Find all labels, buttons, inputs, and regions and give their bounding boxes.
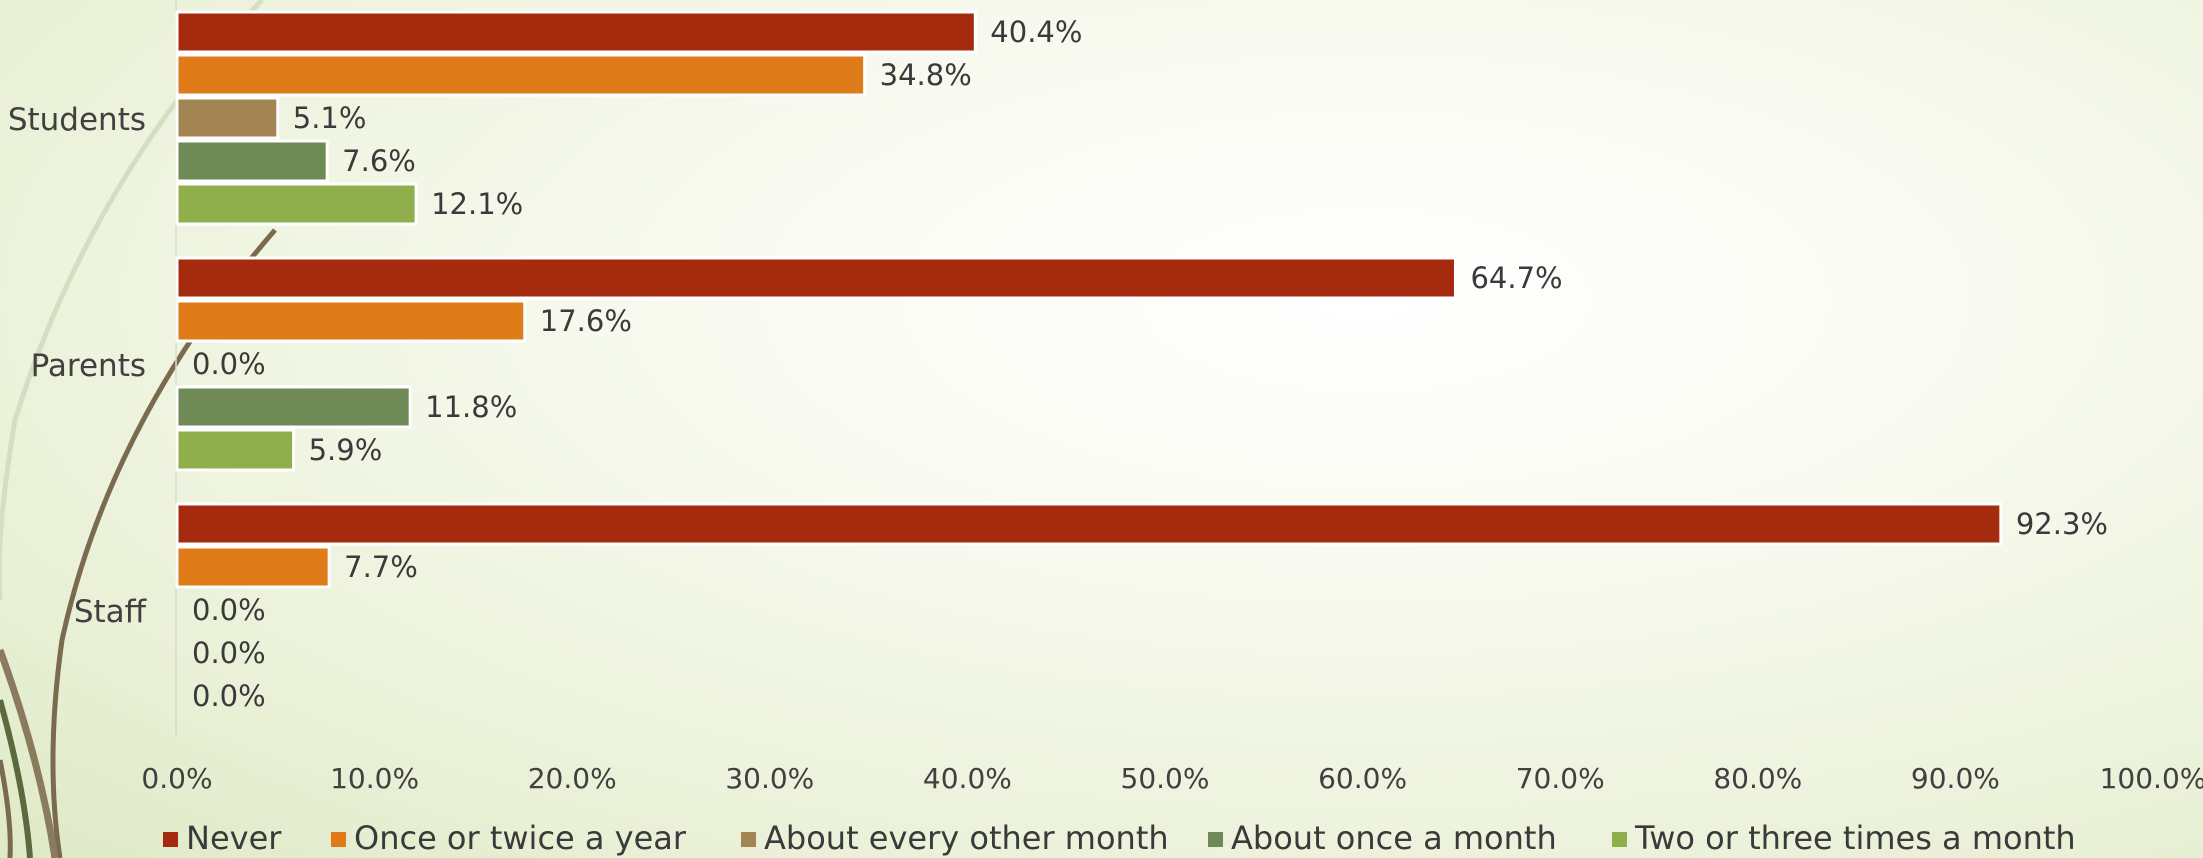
bar-students-about-every-other-month [175,96,280,140]
data-labels-layer: 40.4% 34.8% 5.1% 7.6% 12.1% 64.7% 17.6% 0.0% 11.… [192,15,2108,713]
legend-swatch-never [163,832,178,847]
data-label-staff-about-every-other-month: 0.0% [192,593,266,627]
data-label-parents-once-or-twice-a-year: 17.6% [540,304,632,338]
legend-swatch-about-every-other-month [741,832,756,847]
category-label-staff: Staff [74,594,147,630]
x-tick-labels-layer: 0.0% 10.0% 20.0% 30.0% 40.0% 50.0% 60.0% 70.0% 8… [141,762,2203,795]
x-tick-label: 60.0% [1318,762,1407,795]
data-label-students-about-once-a-month: 7.6% [342,144,416,178]
data-label-staff-never: 92.3% [2016,507,2108,541]
x-tick-label: 70.0% [1516,762,1605,795]
data-label-parents-never: 64.7% [1470,261,1562,295]
data-label-parents-two-or-three-times-a-month: 5.9% [309,433,383,467]
x-tick-label: 20.0% [528,762,617,795]
bar-parents-about-once-a-month [175,385,412,429]
legend-swatch-once-or-twice-a-year [331,832,346,847]
bar-parents-two-or-three-times-a-month [175,428,296,472]
x-tick-label: 100.0% [2100,762,2203,795]
bar-students-once-or-twice-a-year [175,53,867,97]
x-tick-label: 90.0% [1911,762,2000,795]
data-label-parents-about-once-a-month: 11.8% [425,390,517,424]
legend-swatch-about-once-a-month [1208,832,1223,847]
x-tick-label: 50.0% [1121,762,1210,795]
bars-layer [175,10,2003,589]
data-label-parents-about-every-other-month: 0.0% [192,347,266,381]
bar-students-never [175,10,977,54]
data-label-staff-once-or-twice-a-year: 7.7% [344,550,418,584]
bar-students-about-once-a-month [175,139,329,183]
legend-label-about-every-other-month: About every other month [764,819,1169,857]
data-label-students-never: 40.4% [990,15,1082,49]
bar-staff-never [175,502,2003,546]
data-label-students-two-or-three-times-a-month: 12.1% [431,187,523,221]
legend-label-about-once-a-month: About once a month [1231,819,1557,857]
legend: Never Once or twice a year About every oth… [163,819,2076,857]
data-label-students-once-or-twice-a-year: 34.8% [880,58,972,92]
data-label-students-about-every-other-month: 5.1% [293,101,367,135]
category-labels-layer: Students Parents Staff [8,102,147,630]
bar-students-two-or-three-times-a-month [175,182,418,226]
bar-staff-once-or-twice-a-year [175,545,331,589]
x-tick-label: 80.0% [1713,762,1802,795]
bar-parents-never [175,256,1457,300]
legend-swatch-two-or-three-times-a-month [1612,832,1627,847]
x-tick-label: 10.0% [330,762,419,795]
bar-parents-once-or-twice-a-year [175,299,527,343]
data-label-staff-two-or-three-times-a-month: 0.0% [192,679,266,713]
x-tick-label: 0.0% [141,762,212,795]
data-label-staff-about-once-a-month: 0.0% [192,636,266,670]
category-label-parents: Parents [31,348,146,384]
legend-label-never: Never [186,819,282,857]
legend-label-once-or-twice-a-year: Once or twice a year [354,819,687,857]
x-tick-label: 30.0% [725,762,814,795]
x-tick-label: 40.0% [923,762,1012,795]
category-label-students: Students [8,102,146,138]
legend-label-two-or-three-times-a-month: Two or three times a month [1634,819,2076,857]
